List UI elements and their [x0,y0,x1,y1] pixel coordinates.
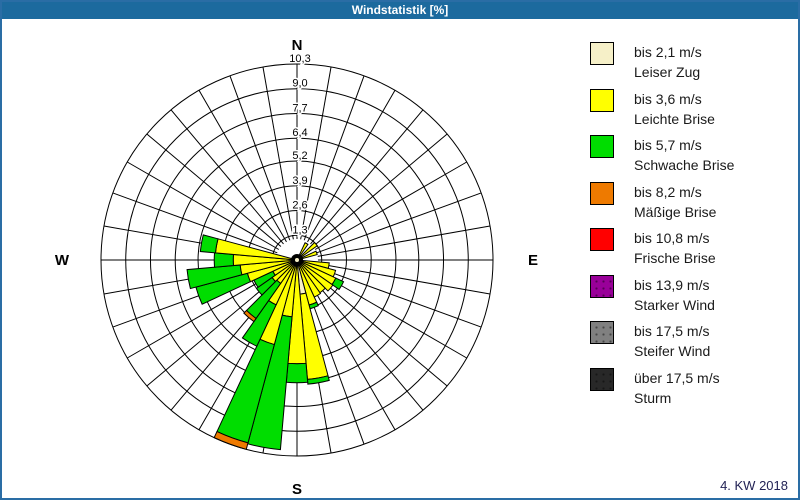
petal-170-schwache_brise [306,375,330,385]
legend-item-leichte_brise: bis 3,6 m/s Leichte Brise [590,88,734,136]
ring-label-6,4: 6,4 [292,127,307,139]
calendar-week-label: 4. KW 2018 [720,478,788,493]
grid-spoke [127,161,280,250]
legend-label-frische_brise: bis 10,8 m/s Frische Brise [634,230,716,266]
ring-label-2,6: 2,6 [292,200,307,212]
window-title-bar: Windstatistik [%] [2,2,798,19]
legend-swatch-maessige_brise [590,181,614,205]
grid-spoke [170,109,284,245]
legend-item-steifer_wind: bis 17,5 m/s Steifer Wind [590,321,734,368]
legend-swatch-steifer_wind [590,321,614,344]
legend-label-starker_wind: bis 13,9 m/s Starker Wind [634,276,715,313]
legend-swatch-sturm [590,367,614,391]
grid-spoke [317,263,491,295]
compass-label-e: E [528,252,538,269]
grid-spoke [146,133,282,247]
grid-spoke [310,275,424,411]
legend-label-sturm: über 17,5 m/s Sturm [634,369,720,406]
ring-label-10,3: 10,3 [289,53,310,65]
grid-spoke [314,161,467,250]
legend-item-schwache_brise: bis 5,7 m/s Schwache Brise [590,135,734,182]
grid-spoke [262,66,294,240]
ring-label-7,7: 7,7 [292,102,307,114]
legend-item-frische_brise: bis 10,8 m/s Frische Brise [590,228,734,275]
petal-230-schwache_brise [255,276,277,296]
grid-spoke [300,66,332,240]
grid-spoke [312,133,448,247]
legend-item-starker_wind: bis 13,9 m/s Starker Wind [590,274,734,322]
grid-spoke [307,90,396,243]
petal-180-schwache_brise [285,362,309,384]
calm-dot-core [295,258,299,262]
grid-spoke [146,273,282,387]
legend-swatch-leichte_brise [590,88,614,112]
grid-spoke [303,75,365,241]
petal-120-schwache_brise [331,277,345,291]
legend-swatch-starker_wind [590,274,614,298]
petal-270-schwache_brise [213,252,235,268]
legend-label-leiser_zug: bis 2,1 m/s Leiser Zug [634,44,702,80]
grid-spoke [112,192,278,254]
grid-spoke [312,273,448,387]
petal-210-schwache_brise [241,299,277,347]
petal-260-schwache_brise [186,264,243,290]
grid-spoke [198,90,287,243]
legend-swatch-frische_brise [590,228,614,251]
ring-label-9,0: 9,0 [292,78,307,90]
legend-item-sturm: über 17,5 m/s Sturm [590,367,734,415]
wind-speed-legend: bis 2,1 m/s Leiser Zug bis 3,6 m/s Leichte … [590,42,734,414]
ring-label-1,3: 1,3 [292,224,307,236]
ring-label-3,9: 3,9 [292,175,307,187]
legend-label-leichte_brise: bis 3,6 m/s Leichte Brise [634,90,715,127]
compass-label-n: N [292,37,303,54]
compass-label-s: S [292,481,302,498]
ring-label-5,2: 5,2 [292,150,307,162]
petal-130-leichte_brise [296,259,334,292]
legend-label-maessige_brise: bis 8,2 m/s Mäßige Brise [634,183,717,220]
grid-spoke [310,109,424,245]
legend-item-maessige_brise: bis 8,2 m/s Mäßige Brise [590,181,734,229]
grid-spoke [317,225,491,257]
legend-label-steifer_wind: bis 17,5 m/s Steifer Wind [634,323,711,359]
petal-220-maessige_brise [243,309,257,323]
grid-spoke [127,270,280,359]
grid-spoke [316,192,482,254]
grid-spoke [307,277,396,430]
grid-spoke [229,75,291,241]
legend-item-leiser_zug: bis 2,1 m/s Leiser Zug [590,42,734,89]
compass-label-w: W [55,252,70,269]
window-title: Windstatistik [%] [351,3,449,17]
legend-label-schwache_brise: bis 5,7 m/s Schwache Brise [634,137,735,173]
petal-280-schwache_brise [199,234,219,254]
petal-200-maessige_brise [213,430,249,450]
legend-swatch-schwache_brise [590,135,614,158]
grid-spoke [316,266,482,328]
legend-swatch-leiser_zug [590,42,614,65]
